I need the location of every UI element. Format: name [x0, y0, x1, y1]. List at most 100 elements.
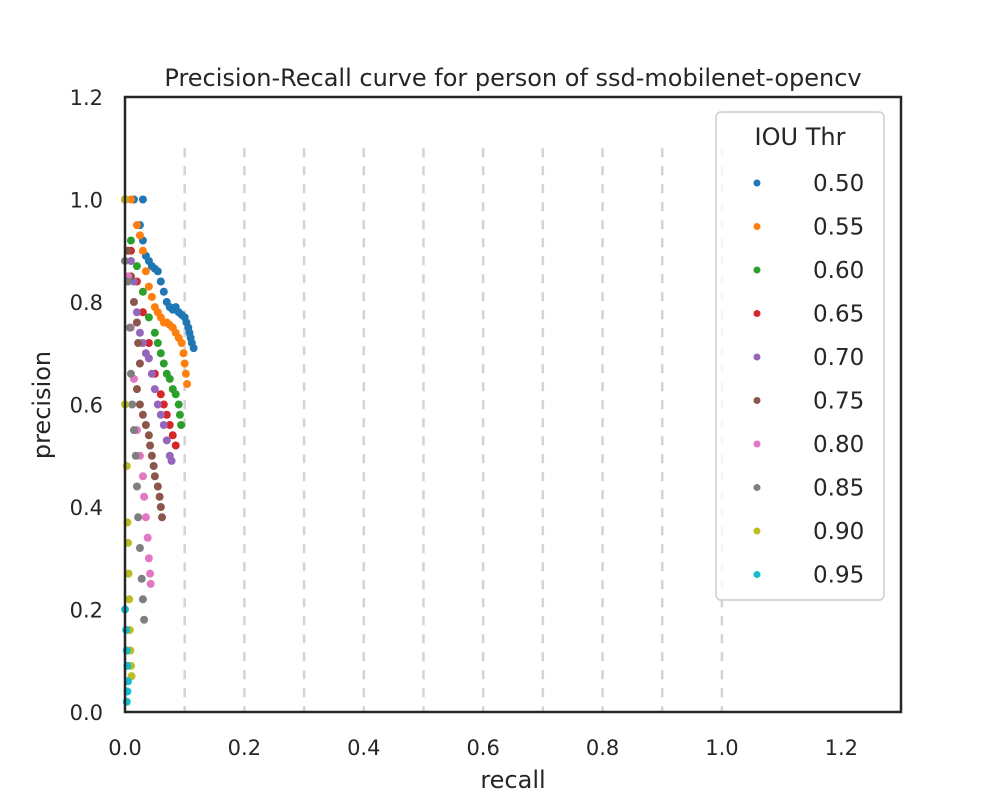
- data-point: [138, 595, 147, 604]
- data-point: [141, 267, 150, 276]
- legend: IOU Thr 0.50 0.55 0.60 0.65 0.70 0.75 0.80 0.85…: [715, 111, 885, 601]
- data-point: [128, 400, 137, 409]
- data-point: [143, 533, 152, 542]
- legend-marker: [753, 179, 761, 187]
- data-point: [132, 385, 141, 394]
- x-tick-label: 0.8: [586, 736, 619, 760]
- data-point: [158, 513, 167, 522]
- x-tick-label: 0.0: [108, 736, 141, 760]
- data-point: [138, 246, 147, 255]
- data-point: [177, 339, 186, 347]
- legend-box: [715, 111, 885, 601]
- data-point: [165, 421, 174, 429]
- data-point: [137, 574, 146, 583]
- data-point: [146, 441, 155, 450]
- data-point: [179, 349, 188, 358]
- plot-frame: [123, 95, 903, 714]
- y-tick-label: 0.6: [70, 394, 103, 418]
- legend-label: 0.65: [813, 302, 864, 328]
- data-point: [180, 359, 189, 368]
- data-point: [156, 410, 165, 419]
- data-point: [147, 292, 156, 301]
- legend-label: 0.50: [813, 171, 864, 197]
- y-tick-label: 0.0: [70, 701, 103, 725]
- legend-items: 0.50 0.55 0.60 0.65 0.70 0.75 0.80 0.85 0.90 0.95: [753, 171, 864, 589]
- data-point: [168, 431, 177, 440]
- data-point: [132, 308, 141, 317]
- x-tick-label: 0.6: [466, 736, 499, 760]
- data-point: [162, 436, 171, 445]
- data-point: [159, 421, 168, 429]
- legend-label: 0.80: [813, 432, 864, 458]
- data-point: [135, 544, 144, 552]
- x-tick-label: 0.2: [228, 736, 261, 760]
- data-point: [125, 323, 134, 332]
- data-point: [146, 579, 155, 588]
- data-point: [126, 257, 135, 265]
- data-point: [135, 231, 144, 240]
- data-point: [134, 339, 143, 347]
- y-tick-label: 1.2: [70, 86, 103, 110]
- data-point: [134, 513, 143, 522]
- data-point: [165, 374, 174, 383]
- data-point: [156, 349, 165, 358]
- legend-marker: [753, 527, 761, 535]
- data-point: [124, 569, 133, 578]
- data-point: [144, 339, 153, 347]
- data-point: [141, 421, 150, 429]
- data-point: [156, 503, 165, 511]
- legend-marker: [753, 397, 761, 404]
- legend-label: 0.60: [813, 258, 864, 284]
- chart-title: Precision-Recall curve for person of ssd…: [164, 64, 861, 92]
- data-point: [140, 492, 149, 501]
- legend-marker: [753, 440, 761, 448]
- data-point: [153, 482, 162, 491]
- x-axis-label: recall: [480, 766, 545, 794]
- data-point: [132, 482, 141, 491]
- data-point: [126, 236, 135, 245]
- data-point: [126, 369, 135, 378]
- data-point: [150, 385, 159, 394]
- data-point: [171, 390, 180, 399]
- grid-lines: [183, 148, 724, 712]
- series-0.55: [121, 195, 192, 388]
- data-point: [129, 298, 138, 306]
- data-point: [138, 308, 147, 317]
- y-tick-label: 0.8: [70, 291, 103, 315]
- data-point: [159, 287, 168, 296]
- data-point: [181, 369, 190, 378]
- data-point: [171, 441, 180, 450]
- data-point: [129, 426, 138, 435]
- x-tick-label: 1.0: [705, 736, 738, 760]
- data-point: [149, 462, 158, 470]
- data-point: [155, 492, 164, 501]
- x-tick-label: 1.2: [825, 736, 858, 760]
- data-point: [177, 421, 186, 429]
- legend-label: 0.55: [813, 215, 864, 241]
- data-point: [135, 328, 144, 337]
- data-point: [138, 410, 147, 419]
- data-point: [135, 400, 144, 409]
- x-tick-labels: 0.0 0.2 0.4 0.6 0.8 1.0 1.2: [108, 736, 858, 760]
- y-tick-labels: 0.0 0.2 0.4 0.6 0.8 1.0 1.2: [70, 86, 103, 725]
- data-point: [159, 400, 168, 409]
- legend-marker: [753, 353, 761, 361]
- legend-marker: [753, 310, 761, 317]
- legend-label: 0.90: [813, 519, 864, 545]
- legend-label: 0.95: [813, 563, 864, 589]
- data-point: [138, 472, 147, 481]
- data-point: [153, 400, 162, 409]
- y-axis-label: precision: [28, 351, 56, 459]
- legend-marker: [753, 484, 761, 491]
- data-point: [189, 344, 198, 353]
- data-point: [144, 313, 153, 322]
- data-point: [125, 595, 134, 604]
- legend-marker: [753, 266, 761, 274]
- data-point: [162, 410, 171, 419]
- data-point: [156, 390, 165, 399]
- legend-title: IOU Thr: [755, 123, 846, 151]
- data-point: [132, 318, 141, 327]
- data-point: [159, 359, 168, 368]
- data-point: [138, 195, 147, 204]
